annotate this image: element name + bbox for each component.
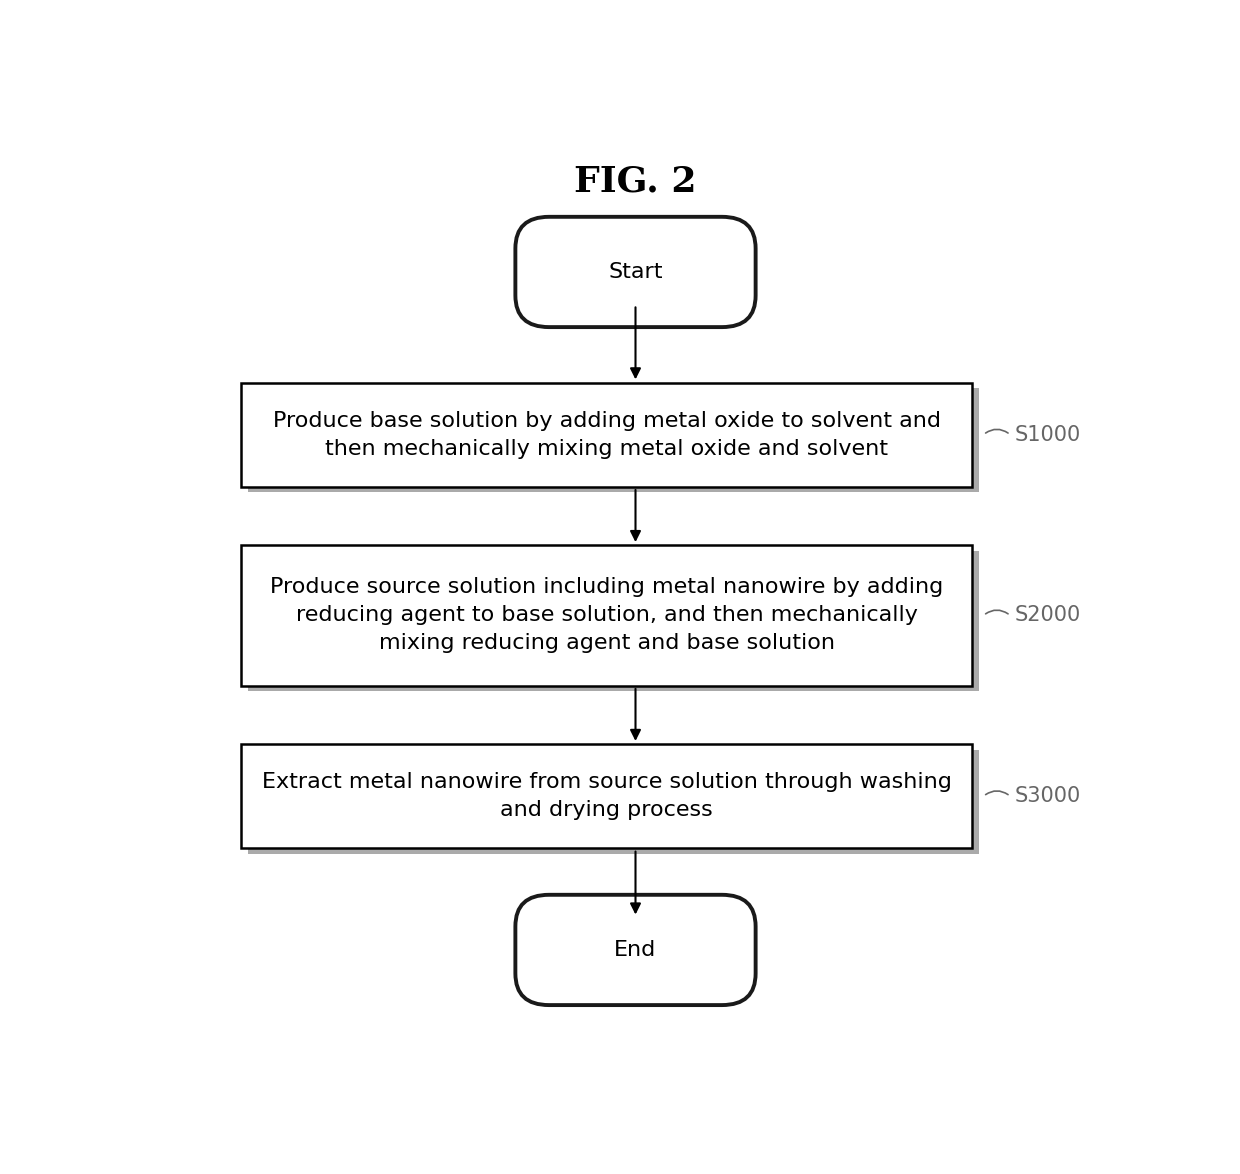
FancyBboxPatch shape bbox=[248, 389, 978, 492]
FancyBboxPatch shape bbox=[516, 217, 755, 328]
Text: Produce base solution by adding metal oxide to solvent and
then mechanically mix: Produce base solution by adding metal ox… bbox=[273, 411, 941, 459]
FancyBboxPatch shape bbox=[248, 750, 978, 853]
FancyBboxPatch shape bbox=[248, 551, 978, 691]
Text: Produce source solution including metal nanowire by adding
reducing agent to bas: Produce source solution including metal … bbox=[270, 578, 944, 654]
Text: End: End bbox=[614, 940, 657, 960]
Text: S2000: S2000 bbox=[1014, 606, 1080, 626]
FancyBboxPatch shape bbox=[242, 546, 972, 686]
FancyBboxPatch shape bbox=[242, 744, 972, 849]
FancyBboxPatch shape bbox=[516, 895, 755, 1005]
Text: Start: Start bbox=[609, 262, 662, 282]
FancyBboxPatch shape bbox=[242, 383, 972, 487]
Text: Extract metal nanowire from source solution through washing
and drying process: Extract metal nanowire from source solut… bbox=[262, 772, 951, 821]
Text: S3000: S3000 bbox=[1014, 787, 1080, 807]
Text: S1000: S1000 bbox=[1014, 425, 1080, 445]
Text: FIG. 2: FIG. 2 bbox=[574, 164, 697, 198]
